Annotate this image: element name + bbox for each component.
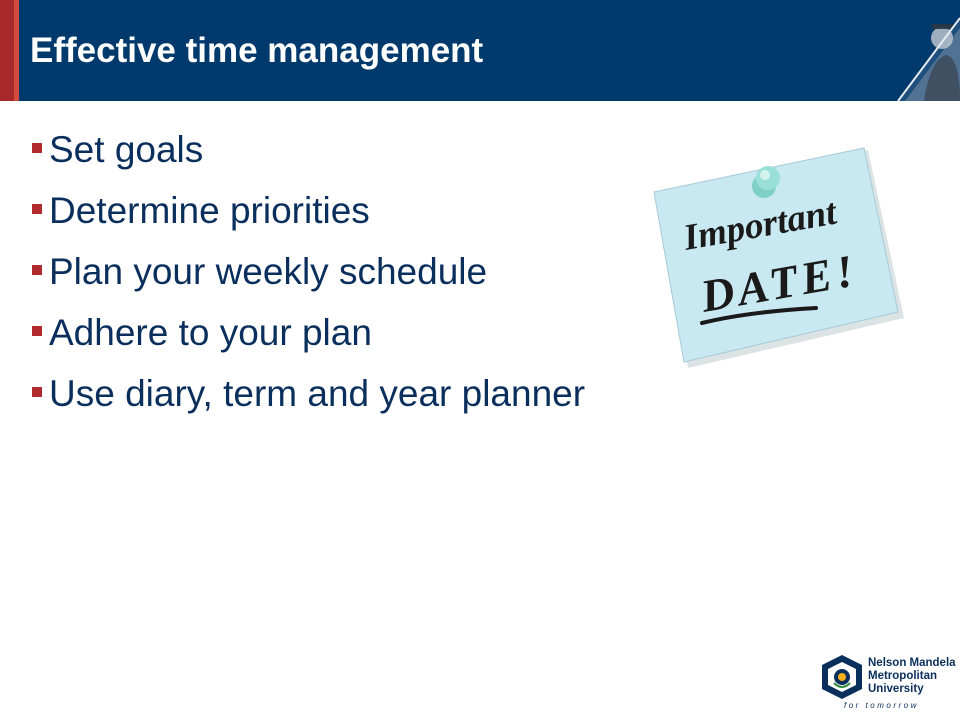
bullet-square-icon <box>32 204 42 214</box>
header-red-stripe <box>0 0 17 101</box>
university-emblem-icon <box>822 655 862 699</box>
bullet-text: Adhere to your plan <box>49 312 372 353</box>
slide-title: Effective time management <box>30 31 484 70</box>
bullet-text: Use diary, term and year planner <box>49 373 586 414</box>
title-bar: Effective time management <box>0 0 960 101</box>
bullet-text: Set goals <box>49 129 204 170</box>
sticky-note-image: Important DATE! <box>653 147 904 368</box>
bullet-list: Set goals Determine priorities Plan your… <box>30 126 585 431</box>
bullet-item: Adhere to your plan <box>30 309 585 370</box>
bullet-item: Determine priorities <box>30 187 585 248</box>
bullet-square-icon <box>32 143 42 153</box>
logo-line1: Nelson Mandela <box>868 657 956 669</box>
bullet-square-icon <box>32 326 42 336</box>
bullet-text: Determine priorities <box>49 190 370 231</box>
logo-tagline: for tomorrow <box>844 701 919 710</box>
bullet-square-icon <box>32 265 42 275</box>
logo-line2: Metropolitan <box>868 670 937 682</box>
header-accent-stripe <box>14 0 19 101</box>
logo-line3: University <box>868 683 924 695</box>
bullet-item: Set goals <box>30 126 585 187</box>
bullet-square-icon <box>32 387 42 397</box>
university-logo: Nelson Mandela Metropolitan University f… <box>816 653 956 715</box>
bullet-item: Use diary, term and year planner <box>30 370 585 431</box>
graduate-photo-corner <box>897 17 960 101</box>
bullet-text: Plan your weekly schedule <box>49 251 488 292</box>
bullet-item: Plan your weekly schedule <box>30 248 585 309</box>
